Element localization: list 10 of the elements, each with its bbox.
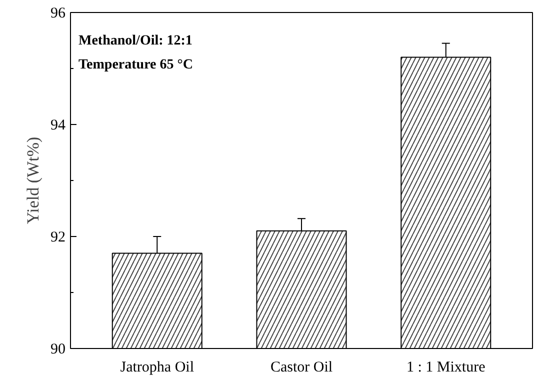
x-tick-label: Castor Oil — [270, 360, 333, 376]
y-tick-label: 90 — [50, 342, 66, 358]
x-tick-label: Jatropha Oil — [120, 360, 194, 376]
y-axis-title: Yield (Wt%) — [24, 136, 42, 224]
annotation: Methanol/Oil: 12:1 — [78, 34, 192, 48]
annotation: Temperature 65 °C — [78, 58, 193, 72]
y-tick-label: 92 — [50, 230, 66, 246]
y-tick-label: 94 — [50, 118, 66, 134]
x-tick-label: 1 : 1 Mixture — [406, 360, 486, 376]
y-tick-label: 96 — [50, 6, 66, 22]
